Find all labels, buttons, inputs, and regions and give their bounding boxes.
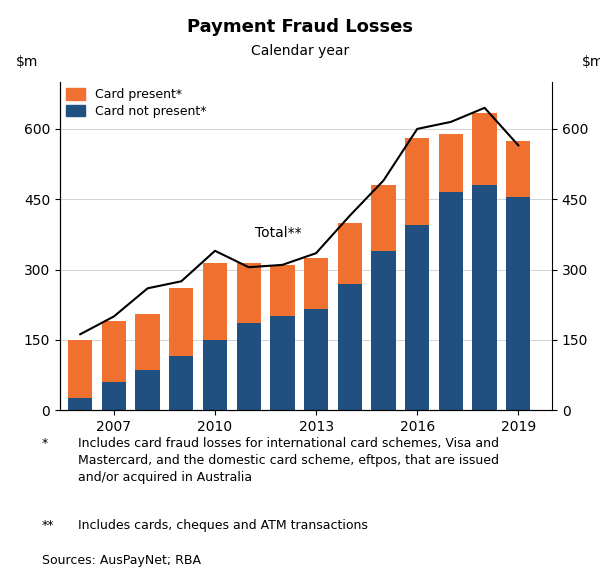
Text: $m: $m	[581, 55, 600, 69]
Bar	[169, 288, 193, 356]
Bar	[236, 263, 261, 323]
Text: Includes card fraud losses for international card schemes, Visa and
Mastercard, : Includes card fraud losses for internati…	[78, 437, 499, 483]
Bar	[136, 370, 160, 410]
Bar	[304, 309, 328, 410]
Text: Calendar year: Calendar year	[251, 44, 349, 58]
Bar	[68, 398, 92, 410]
Bar	[338, 223, 362, 284]
Bar	[169, 356, 193, 410]
Bar	[405, 225, 430, 410]
Bar	[472, 113, 497, 185]
Text: Payment Fraud Losses: Payment Fraud Losses	[187, 18, 413, 36]
Bar	[506, 141, 530, 197]
Text: $m: $m	[16, 55, 38, 69]
Bar	[472, 185, 497, 410]
Legend: Card present*, Card not present*: Card present*, Card not present*	[66, 88, 206, 118]
Bar	[270, 265, 295, 316]
Bar	[405, 138, 430, 225]
Bar	[371, 251, 395, 410]
Bar	[68, 340, 92, 398]
Text: Sources: AusPayNet; RBA: Sources: AusPayNet; RBA	[42, 554, 201, 567]
Bar	[102, 382, 126, 410]
Bar	[439, 134, 463, 192]
Text: Total**: Total**	[256, 226, 302, 240]
Bar	[506, 197, 530, 410]
Text: *: *	[42, 437, 48, 449]
Bar	[236, 323, 261, 410]
Bar	[102, 321, 126, 382]
Bar	[371, 185, 395, 251]
Text: Includes cards, cheques and ATM transactions: Includes cards, cheques and ATM transact…	[78, 519, 368, 532]
Bar	[203, 263, 227, 340]
Text: **: **	[42, 519, 55, 532]
Bar	[304, 258, 328, 309]
Bar	[270, 316, 295, 410]
Bar	[338, 284, 362, 410]
Bar	[203, 340, 227, 410]
Bar	[439, 192, 463, 410]
Bar	[136, 314, 160, 370]
